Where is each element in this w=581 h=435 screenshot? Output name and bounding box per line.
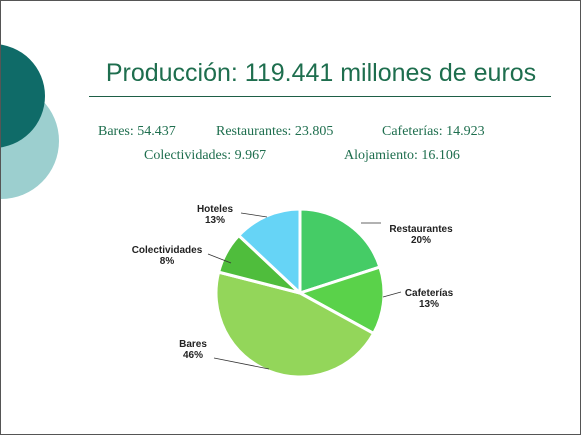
summary-alojamiento: Alojamiento: 16.106 [344, 148, 460, 163]
slice-percent-bares: 46% [183, 350, 203, 361]
slice-percent-colectividades: 8% [160, 256, 175, 267]
slice-percent-cafeter-as: 13% [419, 299, 439, 310]
slice-percent-hoteles: 13% [205, 215, 225, 226]
slice-percent-restaurantes: 20% [411, 235, 431, 246]
summary-colectividades: Colectividades: 9.967 [144, 148, 267, 163]
pie-slice-hoteles [237, 207, 302, 295]
leader-line-cafeter-as [382, 291, 402, 298]
slice-label-hoteles: Hoteles [197, 204, 234, 215]
summary-cafeterias: Cafeterías: 14.923 [382, 124, 485, 139]
slide-title: Producción: 119.441 millones de euros [105, 59, 537, 87]
leader-line-hoteles [240, 212, 268, 218]
slice-label-cafeter-as: Cafeterías [405, 288, 454, 299]
slice-label-colectividades: Colectividades [132, 245, 203, 256]
summary-restaurantes: Restaurantes: 23.805 [216, 124, 334, 139]
deco-dark-circle [1, 44, 45, 148]
slice-label-bares: Bares [179, 339, 207, 350]
slice-label-restaurantes: Restaurantes [389, 224, 453, 235]
decorative-circles [1, 44, 59, 199]
leader-line-colectividades [207, 253, 232, 264]
pie-slice-bares [214, 270, 376, 379]
summary-bares: Bares: 54.437 [98, 124, 176, 139]
leader-line-bares [213, 357, 270, 370]
title-divider [89, 96, 551, 97]
